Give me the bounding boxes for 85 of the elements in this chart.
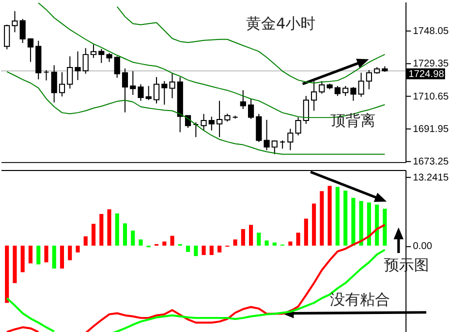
candlestick [216, 100, 222, 138]
bar [76, 246, 80, 252]
bar [288, 242, 292, 246]
candlestick [74, 50, 81, 81]
candlestick [4, 24, 10, 50]
y-tick-label: 1691.95 [412, 124, 449, 135]
bar [233, 239, 238, 246]
candlestick [272, 140, 278, 155]
bar [20, 246, 25, 272]
bar [264, 240, 269, 246]
bar [217, 246, 222, 252]
annotation: 没有粘合 [330, 291, 390, 308]
candlestick [66, 56, 73, 90]
candlestick [240, 90, 246, 110]
bar [44, 246, 48, 262]
bar [4, 246, 9, 303]
bar [123, 223, 127, 246]
bar [320, 191, 324, 246]
y-tick-label: 1673.25 [412, 156, 449, 168]
candlestick [43, 70, 50, 81]
bar [99, 214, 104, 246]
bar [343, 190, 348, 246]
candlestick [90, 44, 96, 58]
bar [304, 218, 308, 246]
candlestick [310, 80, 317, 112]
candlestick [28, 38, 34, 62]
candlestick [114, 56, 120, 78]
bar [210, 246, 214, 256]
candlestick [51, 64, 58, 103]
bar [328, 186, 332, 246]
candlestick [185, 115, 191, 128]
annotation: 黄金4小时 [246, 16, 316, 33]
bar [52, 246, 56, 269]
bar [28, 246, 33, 264]
bar [162, 242, 166, 246]
bar [194, 246, 198, 256]
y-tick-label: 13.2415 [412, 172, 449, 184]
bar [359, 200, 364, 246]
candlestick [59, 72, 65, 97]
candlestick [334, 85, 341, 96]
bar [382, 208, 387, 246]
candlestick [122, 68, 128, 113]
candlestick [169, 72, 176, 99]
candlestick [342, 85, 348, 96]
bar [186, 246, 190, 252]
candlestick [82, 48, 89, 74]
candlestick [248, 98, 254, 120]
annotation: 顶背离 [330, 112, 376, 130]
bar [256, 232, 261, 246]
candlestick [303, 95, 310, 124]
candlestick [200, 113, 207, 131]
candlestick [192, 122, 199, 138]
bar [115, 213, 120, 246]
bar [84, 236, 88, 246]
candlestick [154, 76, 160, 104]
bar [248, 224, 253, 246]
candlestick [366, 70, 372, 90]
ref-line-label: 1724.98 [408, 68, 445, 80]
bar [336, 186, 340, 246]
candlestick [138, 84, 144, 102]
bar [36, 246, 40, 264]
line-series [116, 6, 386, 84]
candlestick [98, 48, 104, 64]
y-tick-label: 1729.35 [412, 58, 449, 70]
bar [296, 232, 300, 246]
y-tick-label: 1710.65 [412, 91, 449, 102]
y-tick-label: 1748.05 [412, 26, 449, 38]
bar [374, 204, 379, 246]
candlestick [146, 85, 152, 101]
bar [130, 230, 135, 246]
y-tick-label: 0.00 [412, 241, 433, 252]
bar [367, 202, 372, 246]
bar [312, 204, 316, 246]
bar [60, 246, 64, 269]
bar [202, 246, 206, 256]
bar [272, 242, 277, 246]
bar [351, 198, 356, 246]
bar [241, 229, 246, 246]
bar [12, 246, 17, 284]
bar [68, 246, 72, 260]
candlestick [208, 116, 215, 131]
bar [92, 224, 96, 246]
candlestick [130, 70, 136, 96]
candlestick [161, 80, 168, 106]
line-series [6, 71, 386, 155]
